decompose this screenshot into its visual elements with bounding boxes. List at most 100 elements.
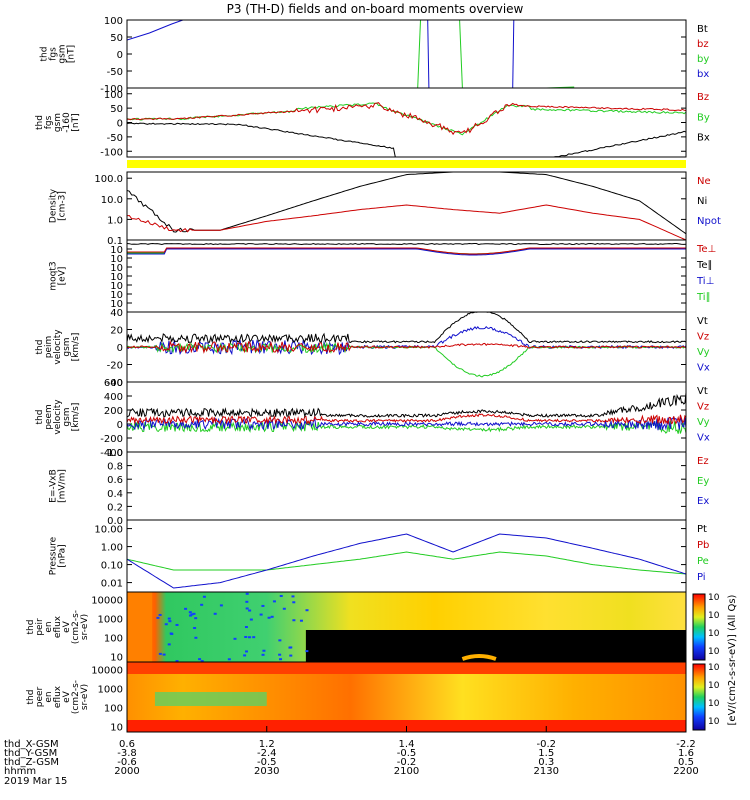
- legend-entry: Vx: [697, 363, 710, 374]
- spectrogram-pixel: [227, 658, 231, 661]
- spectrogram-pixel: [213, 612, 217, 615]
- y-axis-label: en: [44, 621, 54, 632]
- y-axis-label: [nPa]: [58, 544, 68, 567]
- legend-entry: Pt: [697, 524, 707, 535]
- x-tick-label: 0.5: [678, 757, 694, 768]
- colorbar-tick-label: 10: [708, 681, 720, 691]
- legend-entry: Vt: [697, 316, 708, 327]
- colorbar-label: [eV/(cm2-s-sr-eV)] (All Qs): [727, 594, 738, 725]
- legend-entry: Ne: [697, 176, 711, 187]
- x-axis-row-label: thd_Y-GSM: [4, 748, 57, 759]
- spectrogram-pixel: [188, 611, 192, 614]
- trace-vt-ele: [126, 392, 687, 419]
- spectrogram-pixel: [270, 615, 274, 618]
- y-tick-label: 50: [110, 104, 123, 115]
- y-axis-label: E=-VxB: [49, 469, 59, 503]
- y-axis-label: thd: [26, 620, 36, 635]
- x-tick-label: -0.2: [536, 739, 556, 750]
- x-tick-label: -0.5: [257, 757, 277, 768]
- spectrogram-pixel: [194, 636, 198, 639]
- spectrogram-pixel: [167, 643, 171, 646]
- colorbar: [692, 663, 706, 731]
- legend-entry: Ex: [697, 496, 709, 507]
- panel-1: 100 50 0 -50 -100 thd fgs gsm [nT] Bt bz by bx: [40, 16, 710, 95]
- y-axis-label: thd: [35, 115, 45, 130]
- spectrogram-pixel: [168, 620, 172, 623]
- x-tick-label: -2.4: [257, 748, 277, 759]
- trace-ni: [126, 171, 687, 235]
- y-axis-label: gsm: [53, 113, 63, 132]
- y-tick-label: 10: [110, 272, 123, 283]
- y-tick-label: 100: [104, 16, 123, 27]
- spectrogram-pixel: [200, 603, 204, 606]
- spectrogram-pixel: [219, 604, 223, 607]
- y-tick-label: 100.0: [94, 174, 123, 185]
- legend-entry: bx: [697, 69, 709, 80]
- panel-frame: [126, 519, 687, 593]
- y-axis-label: thd: [35, 340, 45, 355]
- spectrogram-pixel: [193, 627, 197, 630]
- y-tick-label: 10.00: [94, 525, 123, 536]
- legend-entry: Ti⊥: [696, 276, 714, 287]
- y-tick-label: -200: [100, 434, 123, 445]
- trace-bx: [427, 19, 430, 89]
- y-axis-label: thd: [35, 410, 45, 425]
- y-axis-label: (cm2-s-: [71, 610, 81, 644]
- spectrogram-pixel: [261, 653, 265, 656]
- quality-flag-bar: [127, 160, 686, 168]
- spectrogram-pixel: [288, 646, 292, 649]
- trace-bz-gsm: [126, 102, 687, 136]
- spectrogram-pixel: [305, 609, 309, 612]
- y-axis-label: gsm: [62, 337, 72, 356]
- y-tick-label: 0: [117, 420, 123, 431]
- panel-8: 10.00 1.00 0.10 0.01 Pressure [nPa] Pt Pb Pe Pi: [49, 524, 710, 590]
- y-tick-label: -100: [100, 84, 123, 95]
- y-tick-label: 0.1: [107, 236, 123, 247]
- y-tick-label: 0: [117, 119, 123, 130]
- y-axis-label: [eV]: [58, 267, 68, 286]
- y-tick-label: 10: [110, 245, 123, 256]
- spectrogram-pixel: [188, 614, 192, 617]
- legend-entry: Npot: [697, 216, 721, 227]
- trace-ne: [126, 204, 687, 241]
- y-tick-label: 10.0: [101, 195, 123, 206]
- y-tick-label: 1000: [98, 684, 123, 695]
- colorbar-tick-label: 10: [708, 717, 720, 727]
- y-tick-label: 0.10: [101, 561, 123, 572]
- y-tick-label: 0.2: [107, 502, 123, 513]
- y-axis-label: sr-eV): [80, 684, 90, 710]
- spectrogram-pixel: [299, 619, 303, 622]
- y-axis-label: Pressure: [49, 536, 59, 575]
- x-tick-label: 2200: [673, 766, 698, 777]
- legend-entry: Vt: [697, 386, 708, 397]
- x-tick-label: -3.8: [117, 748, 137, 759]
- spectrogram-pixel: [248, 609, 252, 612]
- legend-entry: bz: [697, 39, 709, 50]
- spectrogram-pixel: [244, 650, 248, 653]
- colorbar-tick-label: 10: [708, 647, 720, 657]
- panel-frame: [126, 19, 687, 89]
- spectrogram-pixel: [184, 607, 188, 610]
- y-axis-label: sr-eV): [80, 614, 90, 640]
- y-axis-label: -160: [62, 112, 72, 133]
- y-tick-label: 1000: [98, 614, 123, 625]
- y-tick-label: 10: [110, 652, 123, 663]
- spectrogram-pixel: [156, 616, 160, 619]
- electron-spectrogram-high-energy: [127, 662, 686, 674]
- y-tick-label: 20: [110, 326, 123, 337]
- legend-entry: Ey: [697, 476, 709, 487]
- y-tick-label: 200: [104, 406, 123, 417]
- x-tick-label: -0.2: [397, 757, 417, 768]
- panel-6: 600 400 200 0 -200 -400 thd peem velocity gsm [km/…: [35, 378, 710, 459]
- spectrogram-pixel: [244, 635, 248, 638]
- y-axis-label: velocity: [53, 399, 63, 435]
- trace-pe: [126, 551, 687, 575]
- y-tick-label: -20: [107, 361, 123, 372]
- y-axis-label: velocity: [53, 329, 63, 365]
- spectrogram-pixel: [170, 632, 174, 635]
- colorbar-tick-label: 10: [708, 663, 720, 673]
- trace-ti-perp: [127, 248, 686, 256]
- spectrogram-pixel: [194, 617, 198, 620]
